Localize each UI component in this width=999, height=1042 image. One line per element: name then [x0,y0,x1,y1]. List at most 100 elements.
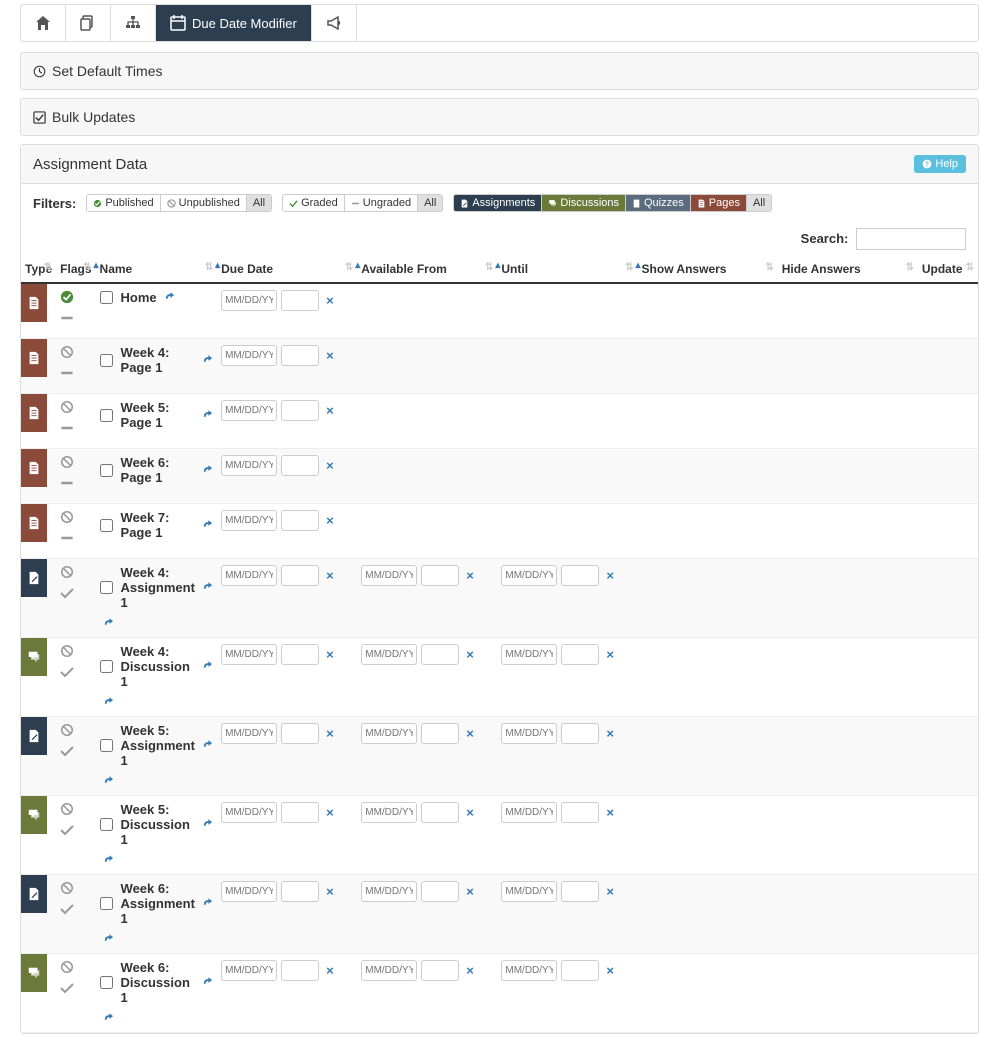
filter-publish-all[interactable]: All [247,195,271,211]
time-input[interactable] [281,960,319,981]
filter-graded[interactable]: Graded [283,195,345,211]
row-checkbox[interactable] [100,581,113,594]
nav-copy[interactable] [66,5,111,41]
time-input[interactable] [421,565,459,586]
open-link-icon[interactable] [201,817,213,832]
clear-date-button[interactable]: × [603,805,617,820]
date-input[interactable] [361,644,417,665]
filter-ungraded[interactable]: Ungraded [345,195,418,211]
reply-icon[interactable] [102,616,214,631]
clear-date-button[interactable]: × [323,403,337,418]
col-name[interactable]: Name [96,256,218,283]
clear-date-button[interactable]: × [603,963,617,978]
filter-quizzes[interactable]: Quizzes [626,195,691,211]
time-input[interactable] [281,510,319,531]
date-input[interactable] [501,565,557,586]
col-show[interactable]: Show Answers [638,256,778,283]
open-link-icon[interactable] [201,518,213,533]
clear-date-button[interactable]: × [323,726,337,741]
time-input[interactable] [281,644,319,665]
col-flags[interactable]: Flags [56,256,95,283]
date-input[interactable] [501,644,557,665]
clear-date-button[interactable]: × [323,293,337,308]
filter-pages[interactable]: Pages [691,195,747,211]
time-input[interactable] [561,565,599,586]
reply-icon[interactable] [102,1011,214,1026]
open-link-icon[interactable] [201,738,213,753]
nav-tree[interactable] [111,5,156,41]
clear-date-button[interactable]: × [323,458,337,473]
panel-bulk-updates[interactable]: Bulk Updates [20,98,979,136]
clear-date-button[interactable]: × [463,884,477,899]
row-checkbox[interactable] [100,409,113,422]
date-input[interactable] [221,644,277,665]
clear-date-button[interactable]: × [323,884,337,899]
clear-date-button[interactable]: × [323,805,337,820]
col-update[interactable]: Update [918,256,978,283]
open-link-icon[interactable] [201,896,213,911]
date-input[interactable] [221,881,277,902]
help-button[interactable]: Help [914,155,966,173]
date-input[interactable] [501,881,557,902]
col-type[interactable]: Type [21,256,56,283]
reply-icon[interactable] [102,774,214,789]
col-avail[interactable]: Available From [357,256,497,283]
clear-date-button[interactable]: × [463,726,477,741]
reply-icon[interactable] [102,695,214,710]
date-input[interactable] [221,510,277,531]
clear-date-button[interactable]: × [603,568,617,583]
open-link-icon[interactable] [201,353,213,368]
time-input[interactable] [561,960,599,981]
date-input[interactable] [221,400,277,421]
date-input[interactable] [221,455,277,476]
row-checkbox[interactable] [100,897,113,910]
clear-date-button[interactable]: × [323,568,337,583]
time-input[interactable] [281,565,319,586]
filter-published[interactable]: Published [87,195,160,211]
clear-date-button[interactable]: × [463,647,477,662]
clear-date-button[interactable]: × [463,568,477,583]
row-checkbox[interactable] [100,818,113,831]
clear-date-button[interactable]: × [323,963,337,978]
date-input[interactable] [501,723,557,744]
date-input[interactable] [221,345,277,366]
clear-date-button[interactable]: × [603,884,617,899]
reply-icon[interactable] [102,932,214,947]
clear-date-button[interactable]: × [603,726,617,741]
date-input[interactable] [361,565,417,586]
time-input[interactable] [421,960,459,981]
filter-graded-all[interactable]: All [418,195,442,211]
time-input[interactable] [561,723,599,744]
clear-date-button[interactable]: × [463,963,477,978]
col-hide[interactable]: Hide Answers [778,256,918,283]
row-checkbox[interactable] [100,464,113,477]
time-input[interactable] [281,802,319,823]
time-input[interactable] [561,644,599,665]
row-checkbox[interactable] [100,519,113,532]
date-input[interactable] [221,723,277,744]
time-input[interactable] [421,802,459,823]
row-checkbox[interactable] [100,739,113,752]
time-input[interactable] [281,290,319,311]
time-input[interactable] [421,881,459,902]
row-checkbox[interactable] [100,354,113,367]
clear-date-button[interactable]: × [323,513,337,528]
time-input[interactable] [281,723,319,744]
nav-due-date-modifier[interactable]: Due Date Modifier [156,5,312,41]
clear-date-button[interactable]: × [603,647,617,662]
time-input[interactable] [281,881,319,902]
col-until[interactable]: Until [497,256,637,283]
clear-date-button[interactable]: × [463,805,477,820]
row-checkbox[interactable] [100,291,113,304]
date-input[interactable] [221,802,277,823]
time-input[interactable] [281,455,319,476]
panel-default-times[interactable]: Set Default Times [20,52,979,90]
open-link-icon[interactable] [201,975,213,990]
open-link-icon[interactable] [201,408,213,423]
reply-icon[interactable] [102,853,214,868]
date-input[interactable] [221,960,277,981]
date-input[interactable] [361,881,417,902]
date-input[interactable] [361,960,417,981]
open-link-icon[interactable] [163,290,175,305]
filter-unpublished[interactable]: Unpublished [161,195,247,211]
